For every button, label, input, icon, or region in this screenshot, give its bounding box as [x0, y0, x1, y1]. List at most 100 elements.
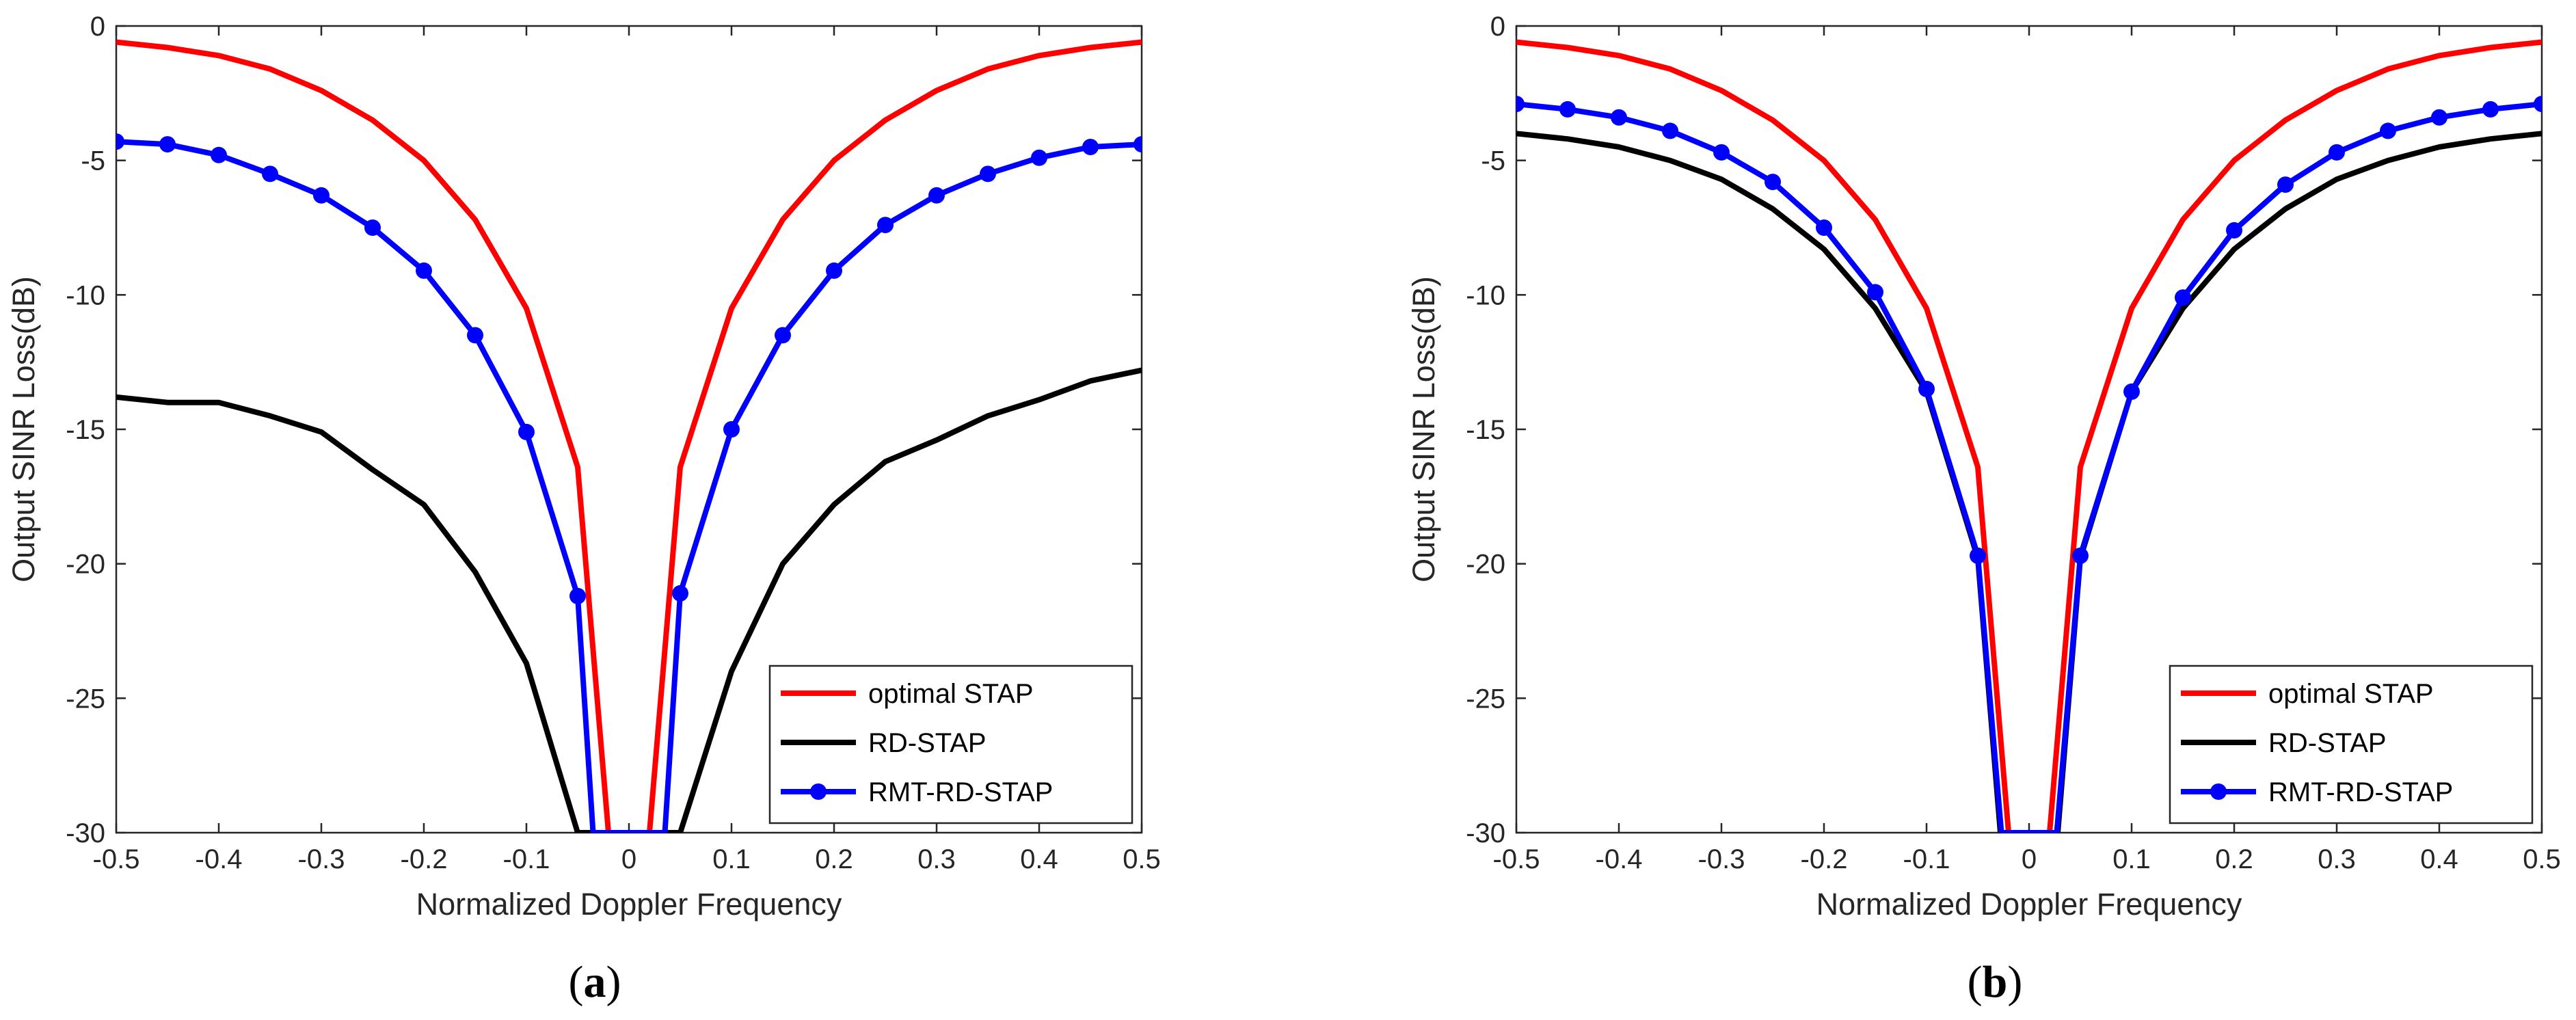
data-point [159, 136, 176, 153]
x-tick-label: -0.3 [298, 844, 345, 874]
data-point [775, 327, 791, 344]
legend: optimal STAP RD-STAP RMT-RD-STAP [2169, 665, 2534, 824]
y-tick-label: -5 [81, 146, 105, 176]
legend-label: RMT-RD-STAP [2268, 777, 2453, 807]
series-line-rd-stap [1516, 131, 2542, 833]
legend: optimal STAP RD-STAP RMT-RD-STAP [768, 665, 1133, 824]
x-axis-label: Normalized Doppler Frequency [1816, 887, 2242, 922]
data-point [2277, 176, 2294, 193]
data-point [416, 262, 432, 279]
chart-panel-b: -0.5 -0.4 -0.3 -0.2 -0.1 0 0.1 0.2 0.3 0.4 0.5 0 -5 -… [1406, 12, 2561, 1007]
data-point [1713, 144, 1730, 161]
data-point [1611, 109, 1627, 126]
y-tick-label: -30 [1466, 818, 1505, 848]
data-point [569, 587, 586, 604]
data-point [1918, 381, 1935, 397]
series-line-optimal-stap [1516, 39, 2542, 833]
data-point [2534, 96, 2542, 113]
data-point [116, 133, 124, 150]
data-point [364, 219, 381, 236]
legend-label: RD-STAP [2268, 728, 2387, 758]
data-point [1516, 96, 1525, 113]
y-axis-label: Output SINR Loss(dB) [1406, 276, 1441, 582]
x-tick-label: -0.5 [93, 844, 140, 874]
data-point [211, 146, 227, 163]
data-point [2482, 100, 2499, 118]
data-point [1765, 174, 1781, 191]
series-layer [1516, 39, 2542, 833]
data-point [2175, 289, 2191, 306]
y-tick-label: -20 [1466, 550, 1505, 580]
data-point [672, 585, 688, 602]
y-tick-label: -5 [1481, 146, 1505, 176]
series-layer [116, 39, 1142, 833]
x-axis-label: Normalized Doppler Frequency [416, 887, 842, 922]
y-tick-label: -15 [66, 415, 105, 445]
data-point [2123, 383, 2140, 400]
x-tick-label: -0.5 [1493, 844, 1540, 874]
data-point [1082, 139, 1099, 155]
data-point [877, 217, 894, 234]
x-tick-label: 0.3 [917, 844, 956, 874]
x-tick-label: -0.4 [196, 844, 243, 874]
y-tick-label: -25 [66, 684, 105, 714]
y-axis-label: Output SINR Loss(dB) [6, 276, 41, 582]
y-tick-label: -25 [1466, 684, 1505, 714]
x-tick-label: 0.4 [1020, 844, 1058, 874]
series-line-optimal-stap [116, 39, 1142, 833]
data-point [2431, 109, 2447, 126]
data-point [723, 421, 740, 438]
y-tick-label: 0 [90, 12, 105, 42]
panel-label: (a) [569, 957, 621, 1007]
y-tick-label: -10 [1466, 280, 1505, 310]
x-tick-label: 0.5 [2523, 844, 2561, 874]
legend-label: optimal STAP [868, 679, 1034, 709]
data-point [2380, 122, 2396, 139]
series-line-rd-stap [116, 367, 1142, 833]
y-tick-label: 0 [1490, 12, 1505, 42]
data-point [826, 262, 842, 279]
data-point [928, 187, 945, 204]
legend-label: RD-STAP [868, 728, 987, 758]
x-tick-label: 0.2 [2215, 844, 2253, 874]
chart-panel-a: -0.5 -0.4 -0.3 -0.2 -0.1 0 0.1 0.2 0.3 0.4 0.5 0 -5 -… [6, 12, 1161, 1007]
data-point [313, 187, 330, 204]
x-tick-label: -0.1 [1903, 844, 1950, 874]
data-point [2072, 547, 2089, 564]
x-tick-label: 0.3 [2318, 844, 2356, 874]
y-tick-label: -15 [1466, 415, 1505, 445]
data-point [467, 327, 483, 344]
x-tick-label: -0.2 [1801, 844, 1848, 874]
data-point [518, 423, 535, 440]
x-tick-label: 0 [621, 844, 636, 874]
x-tick-label: -0.4 [1596, 844, 1643, 874]
series-line-rmt-rd-stap [116, 139, 1142, 833]
data-point [2329, 144, 2345, 161]
x-tick-label: 0.5 [1123, 844, 1161, 874]
y-tick-label: -30 [66, 818, 105, 848]
y-tick-label: -10 [66, 280, 105, 310]
data-point [2226, 222, 2242, 239]
data-point [1133, 136, 1142, 153]
y-tick-label: -20 [66, 550, 105, 580]
data-point [1816, 219, 1832, 236]
legend-marker [810, 783, 827, 800]
x-tick-label: 0 [2022, 844, 2037, 874]
x-tick-label: -0.1 [503, 844, 550, 874]
data-point [980, 165, 996, 183]
data-point [1662, 122, 1678, 139]
data-point [262, 165, 278, 183]
legend-marker [2210, 783, 2227, 800]
data-point [1559, 100, 1576, 118]
series-line-rmt-rd-stap [1516, 101, 2542, 833]
x-tick-label: 0.1 [712, 844, 751, 874]
x-tick-label: -0.3 [1698, 844, 1745, 874]
data-point [1970, 547, 1986, 564]
x-tick-label: 0.1 [2112, 844, 2151, 874]
data-point [1031, 149, 1047, 166]
x-tick-label: -0.2 [401, 844, 448, 874]
x-tick-label: 0.2 [815, 844, 853, 874]
legend-label: RMT-RD-STAP [868, 777, 1053, 807]
legend-label: optimal STAP [2268, 679, 2434, 709]
